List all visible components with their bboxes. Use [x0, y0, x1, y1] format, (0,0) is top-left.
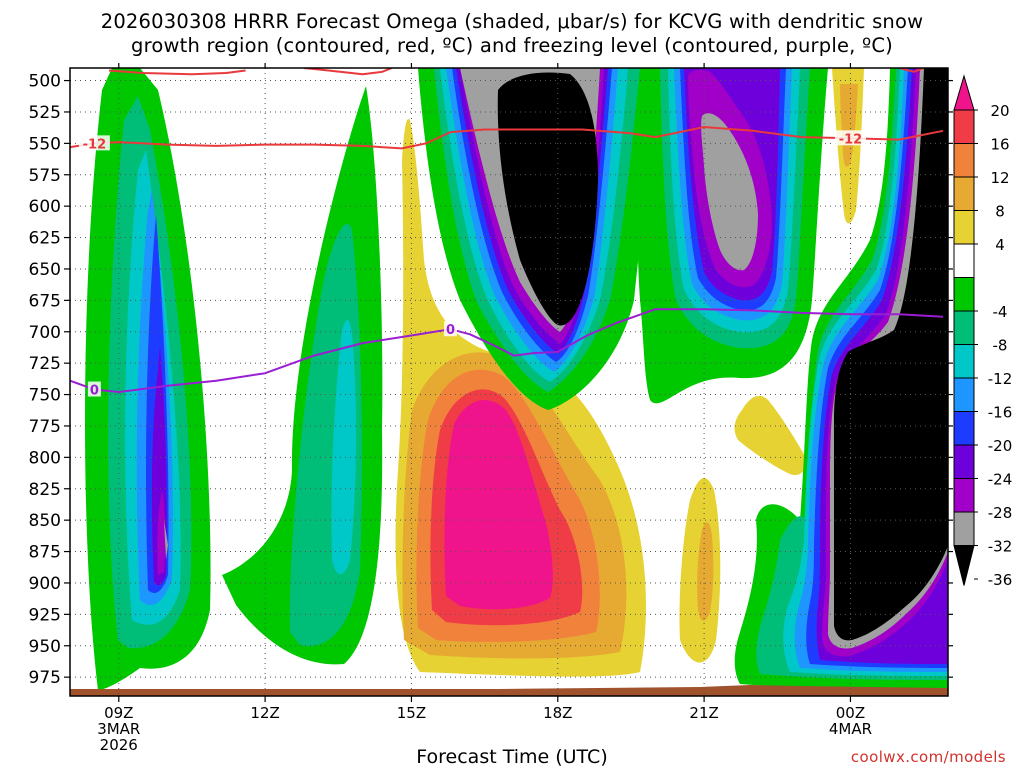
colorbar-over-triangle [953, 74, 975, 111]
y-tick-label: 600 [29, 197, 61, 217]
colorbar-swatch [953, 444, 975, 479]
y-tick-label: 800 [29, 448, 61, 468]
colorbar-label: -4 [993, 303, 1008, 321]
colorbar-swatch [953, 310, 975, 345]
x-tick-label: 18Z [543, 704, 572, 722]
omega-shaded-field [85, 68, 948, 690]
colorbar-swatch [953, 143, 975, 178]
omega-band-pos4 [734, 395, 807, 476]
y-tick-label: 675 [29, 291, 61, 311]
colorbar-swatch [953, 478, 975, 513]
y-tick-label: 900 [29, 574, 61, 594]
x-tick-label: 00Z [836, 704, 865, 722]
colorbar-label: -16 [988, 404, 1013, 422]
colorbar-swatch [953, 277, 975, 312]
chart-title-line-2: growth region (contoured, red, ºC) and f… [131, 34, 893, 57]
contour-label-bg [834, 130, 866, 146]
contour-label: 0 [90, 384, 99, 399]
y-tick-label: 850 [29, 511, 61, 531]
colorbar-label: 8 [995, 203, 1005, 221]
x-tick-label: 4MAR [829, 720, 872, 738]
y-tick-label: 725 [29, 354, 61, 374]
x-tick-label: 3MAR [97, 720, 140, 738]
colorbar-label: 16 [990, 136, 1009, 154]
y-tick-label: 550 [29, 134, 61, 154]
colorbar-swatch [953, 511, 975, 546]
colorbar-swatch [953, 411, 975, 446]
x-tick-label: 2026 [100, 736, 138, 754]
y-tick-label: 775 [29, 417, 61, 437]
contour-label: -12 [839, 132, 863, 147]
colorbar-label: -8 [993, 337, 1008, 355]
contour-label-bg [443, 321, 457, 337]
colorbar-swatch [953, 377, 975, 412]
colorbar-label: -20 [988, 437, 1013, 455]
source-credit: coolwx.com/models [850, 748, 1006, 766]
colorbar-label: -36 [988, 571, 1013, 589]
omega-colorbar: 20 16 12 8 4 -4 -8 -12 -16 -20 -24 -28 -32 -36 [953, 74, 1013, 589]
chart-title-line-1: 2026030308 HRRR Forecast Omega (shaded, … [100, 10, 924, 33]
colorbar-swatch [953, 243, 975, 278]
omega-band-pos8 [840, 84, 858, 167]
omega-band-pos20 [444, 399, 553, 610]
y-tick-label: 975 [29, 668, 61, 688]
omega-band-neg32 [701, 113, 758, 271]
dendritic-growth-contour [108, 69, 246, 76]
x-tick-label: 12Z [250, 704, 279, 722]
contour-label-bg [78, 135, 110, 151]
omega-band-neg12 [331, 320, 357, 575]
omega-band-neg36 [497, 72, 598, 326]
colorbar-under-triangle [953, 545, 975, 586]
y-tick-label: 925 [29, 605, 61, 625]
y-tick-label: 500 [29, 72, 61, 92]
omega-band-neg32 [164, 520, 168, 560]
y-tick-label: 950 [29, 637, 61, 657]
colorbar-label: -28 [988, 504, 1013, 522]
contour-label-bg [87, 381, 101, 397]
colorbar-label: 20 [990, 102, 1009, 120]
colorbar-label: 4 [995, 236, 1005, 254]
omega-band-neg36 [834, 68, 948, 641]
contour-label: -12 [83, 137, 107, 152]
y-tick-label: 700 [29, 323, 61, 343]
freezing-level-contour [70, 308, 944, 393]
colorbar-swatch [953, 109, 975, 144]
terrain-ground [70, 685, 948, 696]
y-tick-label: 650 [29, 260, 61, 280]
dendritic-growth-contour [303, 68, 393, 76]
y-tick-label: 875 [29, 543, 61, 563]
x-tick-label: 09Z [104, 704, 133, 722]
colorbar-label: -24 [988, 471, 1013, 489]
y-tick-label: 575 [29, 166, 61, 186]
colorbar-label: 12 [990, 169, 1009, 187]
y-tick-label: 750 [29, 386, 61, 406]
y-tick-label: 525 [29, 103, 61, 123]
colorbar-label: -12 [988, 370, 1013, 388]
colorbar-label: -32 [988, 538, 1013, 556]
colorbar-swatch [953, 344, 975, 379]
x-tick-label: 15Z [397, 704, 426, 722]
x-axis-label: Forecast Time (UTC) [416, 746, 608, 768]
plot-frame [69, 67, 949, 697]
contour-lines: -12 -12 0 0 [70, 68, 944, 399]
omega-band-neg28 [157, 490, 166, 575]
y-tick-label: 825 [29, 480, 61, 500]
colorbar-swatch [953, 210, 975, 245]
y-tick-label: 625 [29, 229, 61, 249]
dendritic-growth-contour [898, 68, 924, 73]
colorbar-swatch [953, 176, 975, 211]
dendritic-growth-contour [70, 126, 944, 150]
contour-label: 0 [446, 323, 455, 338]
pressure-axis: 500 525 550 575 600 625 650 675 700 725 750 775 800 8… [29, 72, 953, 688]
omega-band-pos8 [697, 522, 714, 621]
x-tick-label: 21Z [689, 704, 718, 722]
